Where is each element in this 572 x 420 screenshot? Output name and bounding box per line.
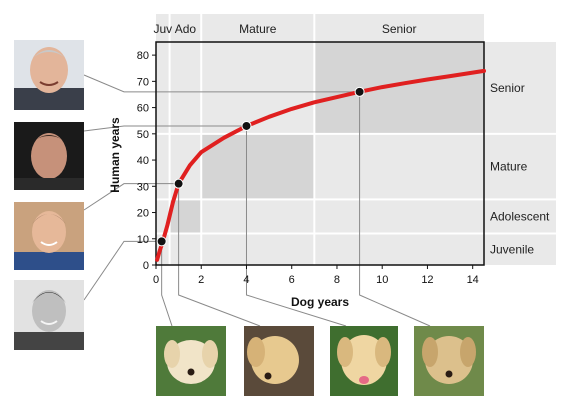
stage-boxes	[169, 42, 484, 234]
human-photo-senior	[14, 40, 84, 110]
stage-box-0	[169, 199, 202, 234]
x-axis-label: Dog years	[291, 295, 349, 309]
x-tick-label: 8	[334, 274, 340, 286]
x-tick-label: 12	[421, 274, 433, 286]
stage-box-1	[201, 133, 315, 200]
dog-photo-adult	[330, 326, 398, 396]
dog-photo-young	[244, 326, 314, 396]
plot-frame	[155, 41, 485, 266]
highlighted-point-0	[156, 236, 167, 247]
y-tick-label: 20	[137, 208, 149, 220]
right-stage-label-adolescent: Adolescent	[490, 209, 550, 223]
top-stage-label-juv: Juv	[153, 22, 172, 36]
age-curve-line	[155, 68, 486, 262]
human-leader-line	[83, 183, 179, 211]
human-leader-line	[83, 125, 247, 132]
right-stage-band	[484, 42, 556, 265]
x-tick-label: 14	[467, 274, 479, 286]
x-tick-label: 0	[153, 274, 159, 286]
human-photo-juvenile	[14, 280, 84, 350]
top-stage-label-senior: Senior	[382, 22, 417, 36]
dog-leader-line	[161, 241, 173, 327]
stage-box-2	[314, 42, 484, 134]
stage-labels: Juv Ado Mature Senior Juvenile Adolescent Matu…	[153, 22, 550, 256]
human-photo-adolescent	[14, 202, 84, 270]
dog-leader-line	[359, 91, 431, 327]
y-tick-label: 50	[137, 129, 149, 141]
right-stage-label-juvenile: Juvenile	[490, 242, 534, 256]
point-layer	[156, 86, 365, 247]
highlighted-point-3	[354, 86, 365, 97]
y-tick-label: 30	[137, 181, 149, 193]
dog-photo-senior	[414, 326, 484, 396]
y-tick-label: 60	[137, 103, 149, 115]
y-tick-label: 10	[137, 234, 149, 246]
y-tick-label: 80	[137, 50, 149, 62]
leader-lines	[83, 74, 431, 327]
human-leader-line	[83, 240, 162, 301]
top-stage-label-ado: Ado	[175, 22, 197, 36]
human-photo-mature	[14, 122, 84, 190]
human-leader-line	[83, 74, 360, 93]
y-axis-label: Human years	[108, 117, 122, 193]
y-tick-label: 70	[137, 76, 149, 88]
x-tick-label: 6	[289, 274, 295, 286]
stage-dividers	[156, 14, 556, 265]
curve-layer	[155, 68, 486, 262]
highlighted-point-1	[173, 178, 184, 189]
dog-leader-line	[178, 183, 261, 327]
x-tick-label: 10	[376, 274, 388, 286]
right-stage-label-senior: Senior	[490, 81, 525, 95]
top-stage-label-mature: Mature	[239, 22, 277, 36]
dog-photo-puppy	[156, 326, 226, 396]
y-tick-label: 40	[137, 155, 149, 167]
dog-leader-line	[245, 125, 347, 327]
highlighted-point-2	[241, 120, 252, 131]
right-stage-label-mature: Mature	[490, 160, 528, 174]
axes: 0 2 4 6 8 10 12 14 0 10 20 30 40 50 60 70 80	[137, 41, 485, 286]
x-tick-label: 2	[198, 274, 204, 286]
y-tick-label: 0	[143, 260, 149, 272]
x-tick-label: 4	[243, 274, 249, 286]
